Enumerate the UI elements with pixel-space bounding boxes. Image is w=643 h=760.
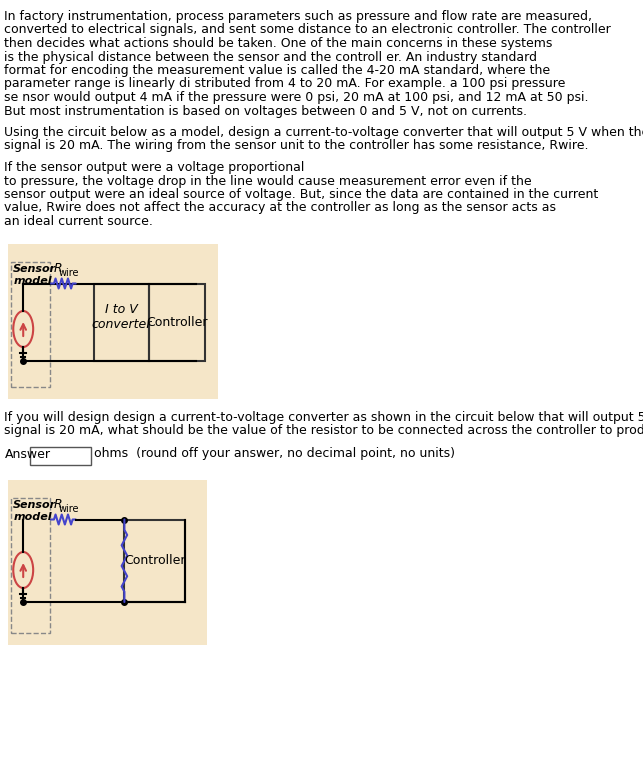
Text: model: model: [14, 276, 52, 286]
Bar: [94, 283, 149, 361]
Text: Using the circuit below as a model, design a current-to-voltage converter that w: Using the circuit below as a model, desi…: [5, 126, 643, 139]
Text: se nsor would output 4 mA if the pressure were 0 psi, 20 mA at 100 psi, and 12 m: se nsor would output 4 mA if the pressur…: [5, 91, 589, 104]
Bar: [11, 261, 50, 387]
Text: signal is 20 mA. The wiring from the sensor unit to the controller has some resi: signal is 20 mA. The wiring from the sen…: [5, 140, 589, 153]
Text: ohms  (round off your answer, no decimal point, no units): ohms (round off your answer, no decimal …: [94, 448, 455, 461]
Text: then decides what actions should be taken. One of the main concerns in these sys: then decides what actions should be take…: [5, 37, 553, 50]
Text: wire: wire: [59, 268, 79, 278]
Text: Sensor: Sensor: [14, 264, 57, 274]
Text: If the sensor output were a voltage proportional: If the sensor output were a voltage prop…: [5, 161, 305, 174]
Text: Answer: Answer: [5, 448, 50, 461]
Text: wire: wire: [59, 505, 79, 515]
Text: an ideal current source.: an ideal current source.: [5, 215, 153, 228]
Text: R: R: [53, 262, 62, 276]
Text: Controller: Controller: [124, 554, 186, 567]
Text: R: R: [53, 499, 62, 511]
Text: format for encoding the measurement value is called the 4-20 mA standard, where : format for encoding the measurement valu…: [5, 64, 550, 77]
Text: parameter range is linearly di stributed from 4 to 20 mA. For example. a 100 psi: parameter range is linearly di stributed…: [5, 78, 566, 90]
FancyBboxPatch shape: [8, 243, 219, 398]
Text: converted to electrical signals, and sent some distance to an electronic control: converted to electrical signals, and sen…: [5, 24, 611, 36]
Text: sensor output were an ideal source of voltage. But, since the data are contained: sensor output were an ideal source of vo…: [5, 188, 599, 201]
Text: In factory instrumentation, process parameters such as pressure and flow rate ar: In factory instrumentation, process para…: [5, 10, 592, 23]
Text: value, Rwire does not affect the accuracy at the controller as long as the senso: value, Rwire does not affect the accurac…: [5, 201, 556, 214]
Text: signal is 20 mA, what should be the value of the resistor to be connected across: signal is 20 mA, what should be the valu…: [5, 424, 643, 437]
Text: But most instrumentation is based on voltages between 0 and 5 V, not on currents: But most instrumentation is based on vol…: [5, 105, 527, 118]
Bar: [30, 447, 91, 464]
Text: I to V
converter: I to V converter: [91, 303, 152, 331]
Text: is the physical distance between the sensor and the controll er. An industry sta: is the physical distance between the sen…: [5, 50, 538, 64]
Text: Sensor: Sensor: [14, 499, 57, 509]
Text: to pressure, the voltage drop in the line would cause measurement error even if : to pressure, the voltage drop in the lin…: [5, 175, 532, 188]
Text: model: model: [14, 511, 52, 521]
Bar: [149, 283, 204, 361]
Bar: [11, 498, 50, 632]
Text: Controller: Controller: [146, 315, 208, 329]
Text: If you will design design a current-to-voltage converter as shown in the circuit: If you will design design a current-to-v…: [5, 410, 643, 423]
FancyBboxPatch shape: [8, 480, 207, 644]
Bar: [124, 520, 185, 602]
